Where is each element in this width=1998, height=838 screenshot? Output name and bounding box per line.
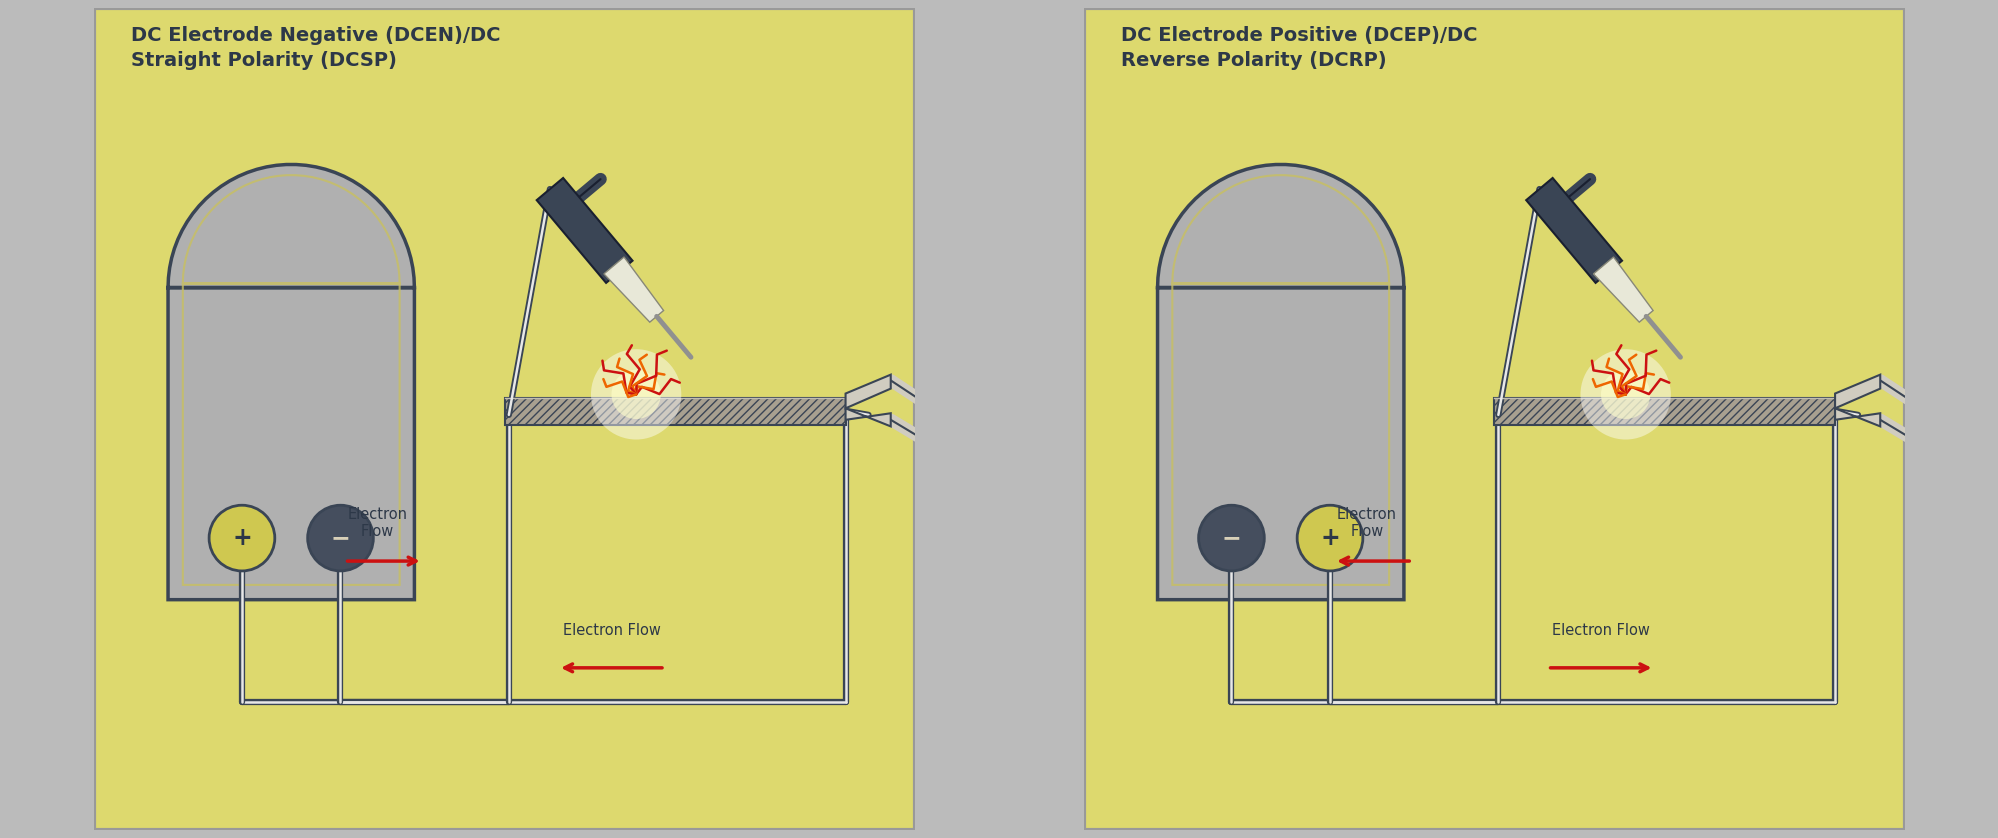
- Text: Electron Flow: Electron Flow: [1550, 623, 1648, 638]
- Bar: [1495, 398, 1834, 425]
- Text: Electron
Flow: Electron Flow: [1337, 507, 1397, 540]
- Polygon shape: [535, 178, 631, 283]
- Circle shape: [210, 505, 274, 571]
- Text: +: +: [1319, 526, 1339, 550]
- Text: DC Electrode Negative (DCEN)/DC
Straight Polarity (DCSP): DC Electrode Negative (DCEN)/DC Straight…: [132, 27, 500, 70]
- Polygon shape: [1083, 8, 1904, 830]
- Circle shape: [308, 505, 374, 571]
- Polygon shape: [168, 164, 414, 600]
- Polygon shape: [845, 375, 891, 408]
- Polygon shape: [1157, 164, 1403, 600]
- Circle shape: [1297, 505, 1363, 571]
- Circle shape: [1199, 505, 1263, 571]
- Bar: [503, 398, 845, 425]
- Polygon shape: [603, 257, 663, 322]
- Circle shape: [611, 370, 661, 419]
- Polygon shape: [1524, 178, 1620, 283]
- Text: −: −: [330, 526, 350, 550]
- Polygon shape: [1592, 257, 1652, 322]
- Circle shape: [591, 349, 681, 439]
- Circle shape: [1600, 370, 1650, 419]
- Polygon shape: [1834, 375, 1880, 408]
- Circle shape: [1580, 349, 1670, 439]
- Text: DC Electrode Positive (DCEP)/DC
Reverse Polarity (DCRP): DC Electrode Positive (DCEP)/DC Reverse …: [1121, 27, 1477, 70]
- Polygon shape: [1834, 408, 1880, 427]
- Text: Electron Flow: Electron Flow: [561, 623, 659, 638]
- Polygon shape: [845, 408, 891, 427]
- Text: −: −: [1221, 526, 1241, 550]
- Text: Electron
Flow: Electron Flow: [348, 507, 408, 540]
- Text: +: +: [232, 526, 252, 550]
- Polygon shape: [94, 8, 915, 830]
